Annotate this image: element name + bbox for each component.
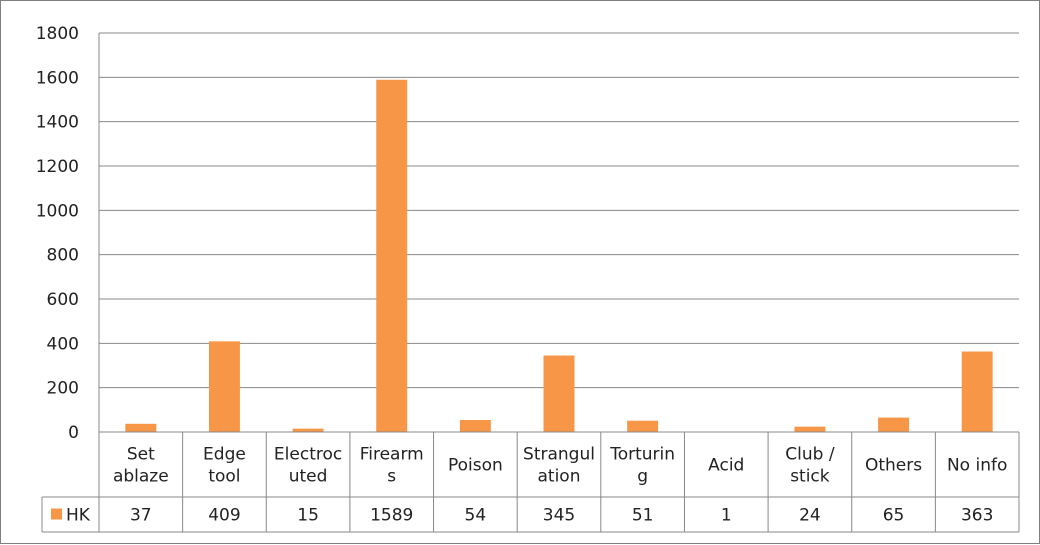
y-tick-label: 1000 — [36, 201, 79, 221]
bar — [459, 420, 491, 432]
category-label: Others — [865, 456, 922, 476]
y-tick-label: 1800 — [36, 24, 79, 44]
category-label: Acid — [708, 456, 744, 476]
y-tick-label: 1400 — [36, 113, 79, 133]
category-label: ablaze — [113, 467, 169, 487]
y-tick-label: 600 — [47, 290, 79, 310]
category-label: Firearm — [360, 445, 424, 465]
category-label: Electroc — [274, 445, 342, 465]
category-label: g — [637, 467, 648, 487]
category-label: Torturin — [609, 445, 675, 465]
category-label: No info — [947, 456, 1007, 476]
data-value-label: 409 — [208, 506, 240, 526]
bar — [627, 420, 659, 432]
data-value-label: 54 — [465, 506, 487, 526]
y-tick-label: 1600 — [36, 68, 79, 88]
category-label: Strangul — [523, 445, 595, 465]
data-value-label: 1589 — [370, 506, 413, 526]
bar — [125, 423, 157, 432]
data-value-label: 24 — [799, 506, 821, 526]
category-label: stick — [790, 467, 830, 487]
y-tick-label: 1200 — [36, 157, 79, 177]
bar — [961, 351, 993, 432]
data-value-label: 51 — [632, 506, 654, 526]
y-tick-label: 400 — [47, 334, 79, 354]
category-label: tool — [208, 467, 240, 487]
legend-label: HK — [66, 506, 91, 526]
bar — [208, 341, 240, 432]
category-label: ation — [538, 467, 581, 487]
data-value-label: 65 — [883, 506, 905, 526]
bar — [376, 79, 408, 432]
bar — [292, 428, 324, 432]
data-value-label: 363 — [961, 506, 993, 526]
bar — [794, 426, 826, 432]
category-label: uted — [289, 467, 328, 487]
y-tick-label: 200 — [47, 379, 79, 399]
bar — [543, 355, 575, 432]
data-value-label: 37 — [130, 506, 152, 526]
category-label: s — [387, 467, 396, 487]
y-tick-label: 0 — [68, 423, 79, 443]
y-tick-label: 800 — [47, 246, 79, 266]
category-label: Edge — [203, 445, 246, 465]
data-value-label: 345 — [543, 506, 575, 526]
data-value-label: 15 — [297, 506, 319, 526]
category-label: Club / — [785, 445, 835, 465]
category-label: Set — [127, 445, 155, 465]
legend-swatch — [51, 508, 62, 520]
bar — [878, 417, 910, 432]
category-label: Poison — [448, 456, 503, 476]
data-value-label: 1 — [721, 506, 732, 526]
